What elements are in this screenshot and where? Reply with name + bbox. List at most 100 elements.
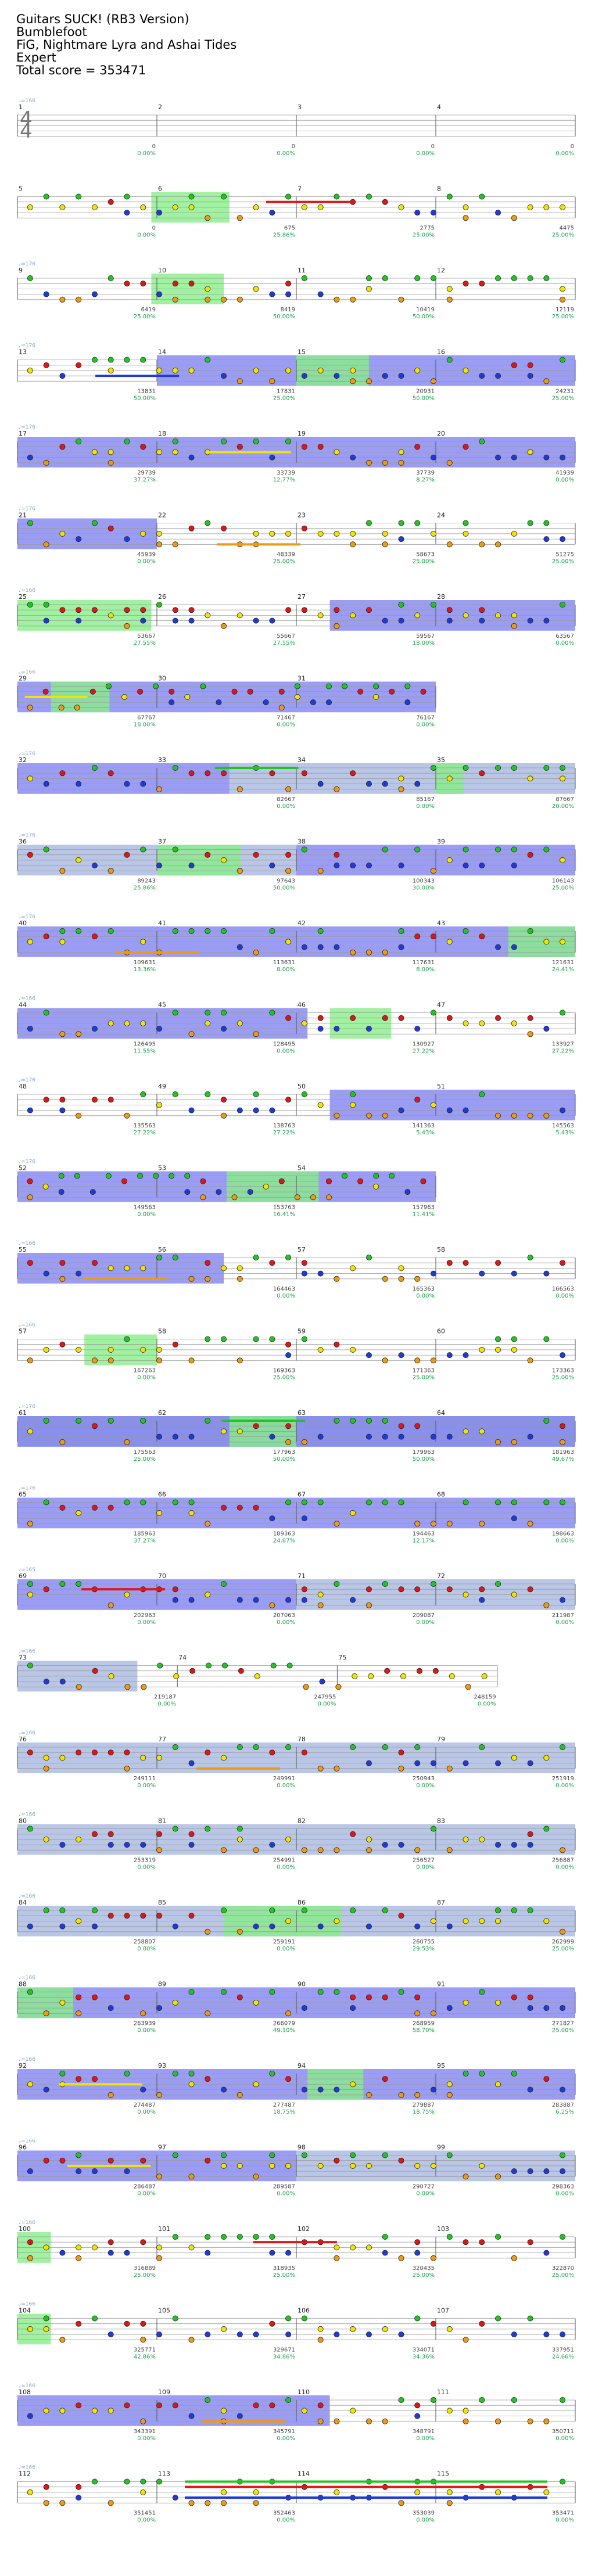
gem-note [253,2233,259,2240]
gem-note [105,1173,112,1179]
gem-note [278,688,285,695]
gem-note [398,1586,404,1593]
gem-note [91,863,98,869]
bar-number: 43 [437,919,445,927]
gem-note [446,607,453,613]
gem-note [172,2070,178,2076]
sustain-tail [221,1420,306,1422]
gem-note [334,1580,340,1587]
gem-note [76,362,82,368]
gem-note [560,1597,566,1603]
bar-percent: 30.00% [413,885,435,891]
bar-score: 133927 [552,1041,574,1047]
gem-note [43,2500,49,2506]
gem-note [511,1499,517,1506]
gem-note [221,857,227,863]
bar-score: 24231 [555,388,574,394]
gem-note [27,2489,33,2495]
gem-note [431,1009,437,1016]
gem-note [107,2092,114,2098]
gem-note [365,520,372,526]
bar-number: 36 [19,838,27,846]
bar-percent: 0.00% [137,150,156,157]
gem-note [334,2418,340,2424]
gem-note [253,1423,259,1429]
gem-note [382,781,388,787]
gem-note [221,623,227,629]
gem-note [350,2152,356,2158]
gem-note [140,2086,146,2093]
gem-note [350,1102,356,1108]
bar-score: 63567 [555,633,574,639]
sustain-tail [202,2420,286,2423]
bar-score: 13831 [137,388,156,394]
gem-note [236,2162,243,2169]
gem-note [285,786,292,792]
bar-percent: 37.27% [134,1537,156,1544]
bar-score: 268959 [413,2020,435,2027]
gem-note [301,1597,307,1603]
bar-score: 33739 [277,470,295,476]
gem-note [236,868,243,874]
gem-note [511,1591,517,1598]
gem-note [236,378,243,385]
gem-note [495,373,501,379]
gem-note [107,199,114,205]
gem-note [431,1580,437,1587]
gem-note [382,617,388,624]
gem-note [76,1417,82,1424]
gem-note [527,852,533,858]
bar-percent: 18.75% [413,2109,435,2115]
gem-note [221,373,227,379]
gem-note [27,1357,33,1364]
gem-note [205,296,211,303]
bar-percent: 0.00% [137,2109,156,2115]
gem-note [172,2495,178,2501]
gem-note [156,1102,162,1108]
gem-note [140,2157,146,2164]
gem-note [350,199,356,205]
total-score: Total score = 353471 [16,63,146,77]
bar-number: 35 [437,756,445,764]
gem-note [527,2418,533,2424]
gem-note [365,1994,372,2000]
gem-note [446,1586,453,1593]
gem-note [365,1026,372,1032]
bar-score: 53667 [137,633,156,639]
gem-note [76,193,82,200]
gem-note [495,2315,501,2322]
bar-score: 279887 [413,2102,435,2108]
bar-score: 106143 [552,878,574,884]
gem-note [89,1189,96,1195]
gem-note [317,781,324,787]
gem-note [420,688,426,695]
bar-number: 65 [19,1491,27,1499]
song-artist: Bumblefoot [16,25,87,39]
gem-note [188,281,195,287]
gem-note [205,2331,211,2338]
gem-note [400,1673,407,1679]
gem-note [350,1907,356,1913]
gem-note [511,612,517,619]
bar-number: 76 [19,1736,27,1743]
gem-note [382,459,388,466]
gem-note [91,1749,98,1756]
gem-note [365,1499,372,1506]
gem-note [184,1189,191,1195]
bar-percent: 5.43% [555,1130,574,1136]
sustain-tail [266,200,350,203]
bar-number: 96 [19,2144,27,2151]
gem-note [270,1662,277,1669]
bar-score: 41939 [555,470,574,476]
gem-note [172,1433,178,1440]
gem-note [285,439,292,445]
gem-note [334,530,340,537]
gem-note [342,683,348,689]
gem-note [76,1346,82,1353]
gem-note [91,449,98,455]
bar-percent: 5.43% [416,1130,435,1136]
bar-percent: 0.00% [137,1783,156,1789]
bar-percent: 8.27% [416,477,435,483]
gem-note [43,1417,49,1424]
tempo-marker: ♩=165 [19,1567,35,1573]
